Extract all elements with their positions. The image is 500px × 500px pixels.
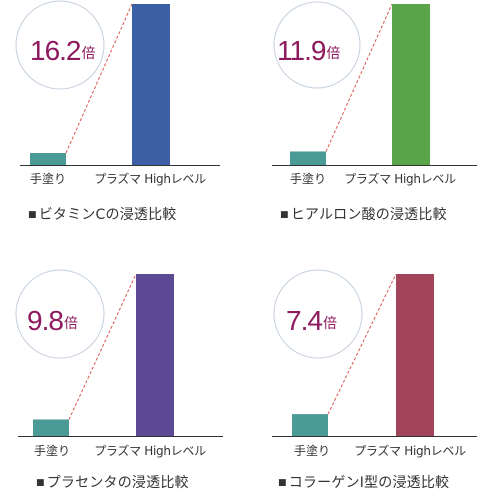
panel-caption: ■ プラセンタの浸透比較 <box>36 472 251 492</box>
category-label: 手塗り <box>294 443 330 458</box>
magnification-unit: 倍 <box>64 316 78 332</box>
bar-hand-applied <box>33 419 69 436</box>
panel-placenta: 手塗り プラズマ Highレベル 9.8 倍 ■ プラセンタの浸透比較 <box>0 250 250 500</box>
caption-text: ビタミンCの浸透比較 <box>38 207 177 223</box>
bullet-icon: ■ <box>280 210 289 220</box>
panel-chart: 手塗り プラズマ Highレベル 7.4 倍 <box>272 269 477 458</box>
caption-text: プラセンタの浸透比較 <box>46 475 189 491</box>
magnification-circle <box>15 0 105 90</box>
category-label: プラズマ Highレベル <box>94 443 206 458</box>
magnification-circle <box>15 269 105 359</box>
magnification-circle <box>273 269 363 359</box>
category-label: プラズマ Highレベル <box>94 171 206 186</box>
caption-text: ヒアルロン酸の浸透比較 <box>290 207 447 223</box>
panel-chart: 手塗り プラズマ Highレベル 9.8 倍 <box>15 269 223 458</box>
magnification-circle <box>273 1 361 89</box>
magnification-unit: 倍 <box>82 46 96 62</box>
magnification-value: 16.2 <box>30 35 81 66</box>
magnification-unit: 倍 <box>323 316 337 332</box>
dashed-connector <box>325 3 393 152</box>
dashed-connector <box>68 273 137 420</box>
panel-hyaluronic-acid: 手塗り プラズマ Highレベル 11.9 倍 ■ ヒアルロン酸の浸透比較 <box>250 0 500 250</box>
caption-text: コラーゲンⅠ型の浸透比較 <box>288 475 450 491</box>
bar-plasma-high <box>136 274 174 436</box>
dashed-connector <box>65 3 133 154</box>
panel-caption: ■ コラーゲンⅠ型の浸透比較 <box>278 472 493 492</box>
category-label: プラズマ Highレベル <box>344 171 456 186</box>
dashed-connector <box>327 273 397 415</box>
bar-plasma-high <box>396 274 434 436</box>
category-label: プラズマ Highレベル <box>354 443 466 458</box>
bar-hand-applied <box>292 414 328 436</box>
category-label: 手塗り <box>30 171 66 186</box>
bar-hand-applied <box>30 153 66 165</box>
bullet-icon: ■ <box>36 478 45 488</box>
panel-collagen-type-1: 手塗り プラズマ Highレベル 7.4 倍 ■ コラーゲンⅠ型の浸透比較 <box>250 250 500 500</box>
panel-chart: 手塗り プラズマ Highレベル 11.9 倍 <box>272 1 477 186</box>
bar-plasma-high <box>132 4 170 165</box>
bar-plasma-high <box>392 4 430 165</box>
magnification-value: 9.8 <box>27 305 63 336</box>
bullet-icon: ■ <box>278 478 287 488</box>
bullet-icon: ■ <box>28 210 37 220</box>
magnification-value: 11.9 <box>277 35 326 66</box>
category-label: 手塗り <box>290 171 326 186</box>
magnification-unit: 倍 <box>326 46 340 62</box>
category-label: 手塗り <box>34 443 70 458</box>
magnification-value: 7.4 <box>286 305 322 336</box>
panel-vitamin-c: 手塗り プラズマ Highレベル 16.2 倍 ■ ビタミンCの浸透比較 <box>0 0 250 250</box>
bar-hand-applied <box>290 151 326 165</box>
panel-caption: ■ ビタミンCの浸透比較 <box>28 204 243 224</box>
panel-caption: ■ ヒアルロン酸の浸透比較 <box>280 204 495 224</box>
panel-chart: 手塗り プラズマ Highレベル 16.2 倍 <box>15 0 220 186</box>
